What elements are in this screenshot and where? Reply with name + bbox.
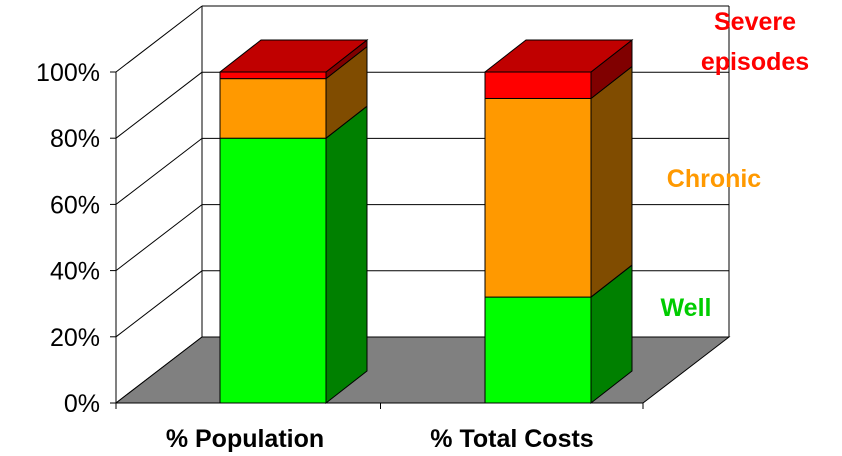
bar-segment xyxy=(484,65,633,299)
gridline-side xyxy=(115,204,203,271)
y-tick-label: 80% xyxy=(50,125,100,153)
y-tick-label: 0% xyxy=(64,390,100,418)
bar-segment xyxy=(218,38,369,80)
bar-front-face xyxy=(219,71,327,80)
gridline-side xyxy=(115,71,203,139)
category-label: % Total Costs xyxy=(430,425,593,453)
bar-top-face xyxy=(483,39,634,73)
bar-segment xyxy=(483,38,634,100)
bar-front-face xyxy=(484,97,592,298)
bar-front-face xyxy=(484,296,592,404)
legend-label: Severe xyxy=(714,8,796,36)
bar-segment xyxy=(484,264,633,405)
y-tick-label: 40% xyxy=(50,258,100,286)
legend-label: Chronic xyxy=(667,165,762,193)
bar-front-face xyxy=(219,137,327,404)
bar-front-face xyxy=(484,71,592,99)
bar-segment xyxy=(219,105,368,405)
bar-front-face xyxy=(219,78,327,139)
category-label: % Population xyxy=(166,425,324,453)
legend: Well Chronic Severe episodes xyxy=(661,8,810,322)
bar-top-face xyxy=(218,39,369,73)
bar-side-face xyxy=(325,105,368,405)
gridline-side xyxy=(115,270,203,338)
chart-floor xyxy=(114,336,731,404)
legend-label: Well xyxy=(661,294,712,322)
y-tick-label: 60% xyxy=(50,191,100,219)
gridline-side xyxy=(115,138,203,205)
bar-segment xyxy=(219,45,368,140)
y-tick-label: 20% xyxy=(50,324,100,352)
legend-label: episodes xyxy=(701,48,809,76)
gridline-side xyxy=(115,5,203,73)
bar-side-face xyxy=(590,65,633,299)
category-labels: % Population % Total Costs xyxy=(166,425,594,453)
floor-plane xyxy=(114,336,731,404)
y-tick-label: 100% xyxy=(36,59,100,87)
bars xyxy=(218,38,634,405)
value-axis: 0% 20% 40% 60% 80% 100% xyxy=(36,59,644,418)
